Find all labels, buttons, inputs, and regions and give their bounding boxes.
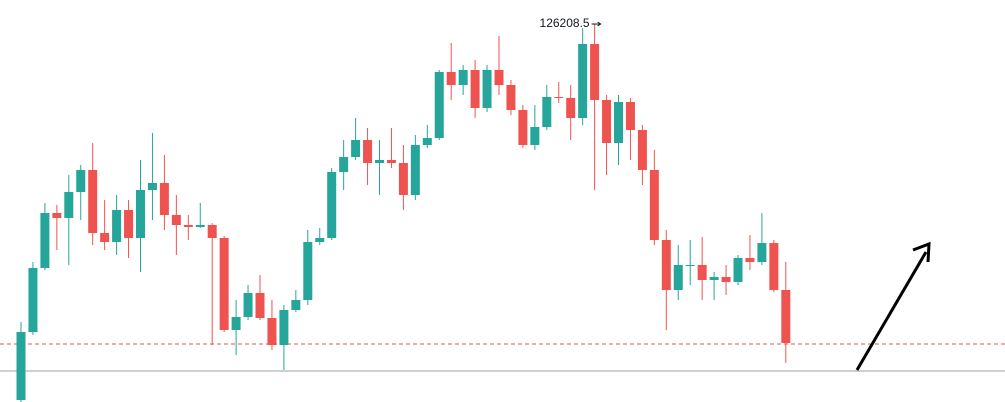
candle-body — [231, 317, 241, 330]
candle-body — [470, 70, 480, 108]
candle-body — [566, 98, 576, 118]
candle-body — [458, 70, 468, 85]
candle-body — [614, 102, 623, 143]
candle-body — [339, 157, 349, 172]
candle-body — [709, 277, 719, 280]
candle-body — [159, 183, 169, 215]
candle-body — [207, 225, 217, 238]
candle-body — [315, 238, 325, 242]
candle-body — [637, 130, 647, 170]
candle-body — [697, 265, 707, 280]
candle-body — [88, 170, 98, 233]
candle-body — [255, 293, 265, 318]
candle-body — [267, 318, 277, 345]
arrow-head — [912, 241, 931, 263]
candle-body — [446, 72, 456, 85]
candle-body — [602, 100, 612, 143]
candle-body — [16, 332, 26, 400]
candle-body — [183, 225, 193, 227]
candle-body — [64, 192, 74, 218]
candle-body — [745, 258, 755, 262]
candle-body — [673, 265, 683, 290]
candle-body — [410, 145, 420, 195]
candle-body — [124, 210, 134, 238]
candle-body — [530, 127, 540, 145]
price-lines — [0, 343, 1005, 372]
candle-body — [291, 300, 301, 310]
candle-body — [781, 290, 791, 343]
candle-body — [625, 102, 635, 130]
candle-body — [171, 215, 181, 225]
candle-body — [649, 170, 659, 240]
candle-body — [136, 190, 145, 238]
candle-body — [100, 233, 110, 242]
label-arrow-head — [597, 21, 602, 27]
candle-body — [482, 70, 492, 108]
candle-body — [303, 242, 313, 300]
candle-body — [76, 170, 86, 192]
candle-body — [578, 44, 588, 118]
candle-body — [279, 310, 289, 345]
candle-body — [147, 183, 157, 190]
candle-body — [351, 140, 361, 157]
candle-body — [733, 258, 743, 282]
candle-body — [112, 210, 122, 242]
candle-body — [554, 97, 564, 98]
candle-body — [757, 243, 767, 262]
candle-body — [422, 138, 432, 145]
candle-body — [542, 97, 552, 127]
candle-body — [363, 140, 373, 163]
candle-body — [375, 160, 384, 163]
arrow-line — [855, 251, 928, 371]
candle-body — [327, 172, 337, 238]
candle-body — [40, 213, 50, 268]
high-label: 126208.5 — [540, 16, 602, 30]
candle-body — [398, 163, 408, 195]
candle-body — [219, 238, 229, 330]
candle-body — [590, 44, 600, 100]
candle-body — [518, 110, 528, 145]
candle-body — [661, 240, 671, 290]
candle-body — [195, 225, 205, 227]
candle-body — [243, 293, 253, 317]
candle-body — [685, 265, 695, 266]
candle-body — [494, 70, 504, 85]
candle-body — [721, 277, 731, 282]
candle-body — [386, 160, 396, 163]
candle-body — [769, 243, 779, 290]
candle-body — [434, 72, 444, 138]
candle-body — [28, 268, 38, 332]
candles — [16, 24, 791, 402]
candle-body — [52, 213, 62, 218]
high-value-label: 126208.5 — [540, 16, 590, 30]
candle-body — [506, 85, 516, 110]
